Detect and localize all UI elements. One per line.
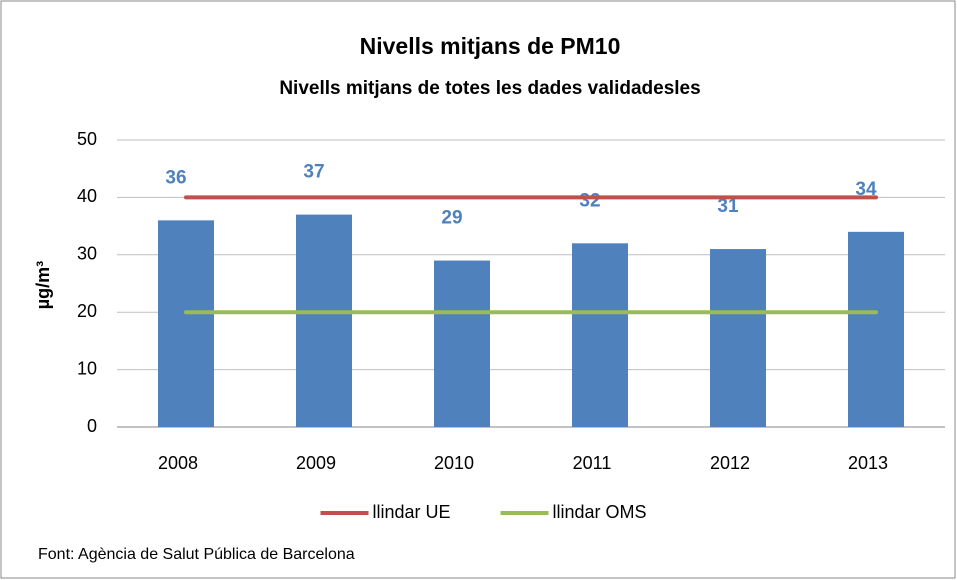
data-label: 29 [441, 208, 462, 229]
bar [848, 231, 904, 427]
data-label: 36 [165, 167, 186, 188]
y-tick-label: 40 [77, 186, 97, 206]
y-tick-label: 0 [87, 416, 97, 436]
source-note: Font: Agència de Salut Pública de Barcel… [38, 546, 355, 563]
bar [572, 243, 628, 427]
y-axis-label: µg/m³ [33, 261, 53, 309]
bar [296, 214, 352, 427]
x-tick-label: 2011 [573, 453, 612, 473]
x-tick-label: 2009 [296, 453, 336, 473]
data-label: 34 [855, 179, 877, 200]
x-tick-label: 2010 [434, 453, 474, 473]
x-tick-label: 2008 [158, 453, 198, 473]
x-tick-label: 2012 [710, 453, 750, 473]
y-tick-label: 30 [77, 244, 97, 264]
bar [158, 220, 214, 427]
data-label: 32 [579, 190, 600, 211]
bar [710, 249, 766, 427]
bar [434, 260, 490, 427]
y-tick-label: 50 [77, 129, 97, 149]
legend-label: llindar UE [373, 502, 451, 522]
chart-title: Nivells mitjans de PM10 [360, 33, 621, 59]
data-label: 31 [717, 196, 739, 217]
y-tick-label: 10 [77, 358, 97, 378]
x-tick-label: 2013 [848, 453, 888, 473]
y-tick-label: 20 [77, 301, 97, 321]
data-label: 37 [303, 162, 324, 183]
legend-label: llindar OMS [553, 502, 647, 522]
chart-subtitle: Nivells mitjans de totes les dades valid… [279, 78, 700, 99]
